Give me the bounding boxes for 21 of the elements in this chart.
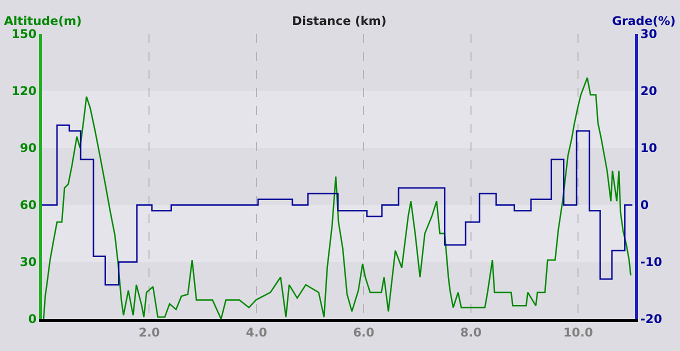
y2-tick-label: -20 <box>640 312 662 326</box>
line-series <box>42 77 632 319</box>
y2-tick-label: 0 <box>640 198 649 212</box>
chart-title: Distance (km) <box>292 14 386 28</box>
x-tick-label: 2.0 <box>138 325 160 340</box>
x-tick-label: 10.0 <box>563 325 593 340</box>
y2-tick-label: 20 <box>640 84 658 98</box>
y2-tick-label: 30 <box>640 27 658 42</box>
y-tick-label: 90 <box>20 141 37 156</box>
x-tick-label: 6.0 <box>353 325 374 340</box>
y-axis-title: Altitude(m) <box>4 14 82 28</box>
y-tick-label: 0 <box>28 312 37 326</box>
y2-tick-label: -10 <box>640 255 662 270</box>
y2-axis-title: Grade(%) <box>612 14 676 28</box>
y-tick-label: 150 <box>12 27 37 42</box>
y-tick-label: 120 <box>12 84 37 98</box>
x-tick-label: 4.0 <box>246 325 268 340</box>
y2-tick-label: 10 <box>640 141 658 156</box>
y-tick-label: 30 <box>20 255 37 270</box>
y-tick-label: 60 <box>20 198 37 212</box>
x-tick-label: 8.0 <box>460 325 482 340</box>
